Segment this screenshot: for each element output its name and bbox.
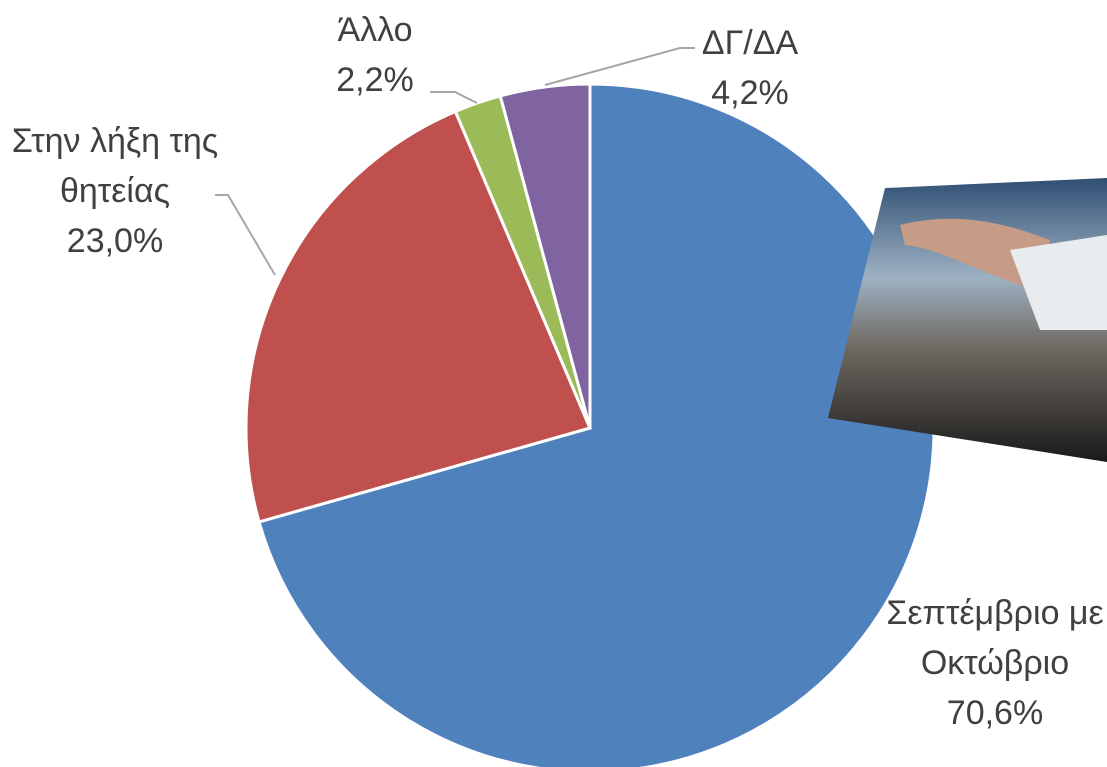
- slice-label: ΔΓ/ΔΑ 4,2%: [680, 18, 820, 118]
- pie-slice: [498, 82, 592, 429]
- pie-slice: [257, 82, 936, 767]
- pie-slice: [244, 109, 593, 524]
- slice-label: Σεπτέμβριο με Οκτώβριο 70,6%: [860, 588, 1107, 738]
- value-label: 4,2%: [711, 74, 789, 112]
- value-label: 2,2%: [336, 61, 414, 99]
- slice-label: Άλλο 2,2%: [310, 5, 440, 105]
- photo-ballot: [1010, 235, 1107, 330]
- value-label: 23,0%: [66, 222, 164, 260]
- category-label: ΔΓ/ΔΑ: [701, 24, 799, 62]
- category-label: Σεπτέμβριο με Οκτώβριο: [886, 594, 1104, 682]
- leader-line: [215, 194, 276, 276]
- category-label: Άλλο: [337, 11, 413, 49]
- leader-line: [544, 47, 695, 86]
- value-label: 70,6%: [946, 694, 1044, 732]
- photo-hand: [900, 218, 1050, 290]
- category-label: Στην λήξη της θητείας: [11, 122, 219, 210]
- leader-line: [430, 91, 478, 104]
- slice-label: Στην λήξη της θητείας 23,0%: [0, 116, 230, 266]
